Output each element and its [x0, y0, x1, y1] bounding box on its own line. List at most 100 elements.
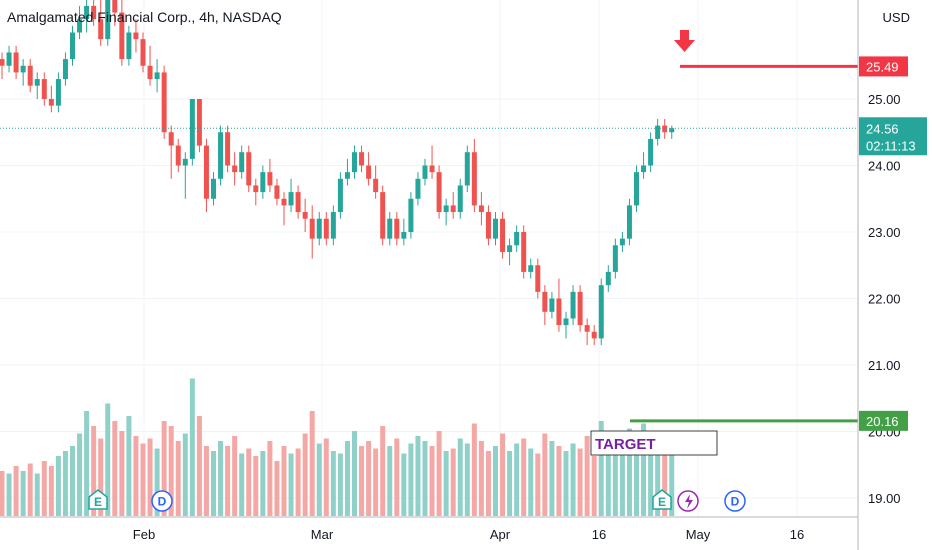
candle[interactable] — [0, 59, 5, 66]
candle[interactable] — [598, 285, 604, 339]
candle[interactable] — [218, 132, 224, 179]
candle[interactable] — [246, 152, 252, 186]
candle[interactable] — [133, 32, 139, 40]
candle[interactable] — [500, 218, 506, 252]
candle[interactable] — [443, 205, 449, 213]
candle[interactable] — [457, 185, 463, 213]
candle[interactable] — [34, 79, 40, 86]
candle[interactable] — [13, 52, 19, 73]
candle[interactable] — [48, 99, 54, 106]
dividend-icon[interactable] — [724, 490, 746, 512]
candle[interactable] — [189, 99, 195, 159]
candle[interactable] — [563, 318, 569, 326]
candle[interactable] — [337, 178, 343, 213]
candle[interactable] — [91, 5, 97, 20]
candle[interactable] — [225, 132, 231, 166]
candle[interactable] — [119, 12, 125, 60]
candle[interactable] — [196, 99, 202, 146]
candle[interactable] — [211, 178, 216, 199]
candle[interactable] — [556, 298, 562, 326]
candle[interactable] — [373, 178, 379, 193]
candle[interactable] — [154, 72, 160, 80]
candle[interactable] — [641, 165, 647, 173]
candle[interactable] — [422, 165, 428, 179]
candle[interactable] — [168, 132, 174, 146]
candle[interactable] — [55, 79, 61, 106]
candle[interactable] — [577, 291, 583, 326]
candle[interactable] — [570, 291, 576, 319]
candle[interactable] — [387, 218, 393, 239]
candle[interactable] — [239, 152, 245, 173]
candle[interactable] — [359, 152, 365, 166]
candle[interactable] — [535, 265, 541, 292]
candle[interactable] — [514, 232, 520, 246]
candle[interactable] — [161, 72, 167, 133]
candle[interactable] — [27, 65, 33, 86]
candle[interactable] — [591, 331, 597, 339]
candle[interactable] — [471, 152, 477, 206]
candle[interactable] — [77, 19, 83, 33]
candle[interactable] — [584, 325, 590, 332]
down-arrow-icon[interactable] — [674, 30, 695, 52]
candle[interactable] — [41, 79, 47, 99]
candle[interactable] — [528, 265, 534, 272]
candle[interactable] — [485, 212, 491, 239]
candle[interactable] — [70, 32, 75, 60]
candle[interactable] — [394, 218, 400, 239]
candle[interactable] — [626, 205, 632, 239]
earnings-icon[interactable] — [652, 489, 672, 510]
candle[interactable] — [62, 59, 68, 80]
candle[interactable] — [450, 205, 456, 213]
candle[interactable] — [203, 145, 209, 199]
candle[interactable] — [175, 145, 181, 166]
currency-label[interactable]: USD — [882, 10, 910, 25]
candle[interactable] — [232, 165, 238, 173]
candle[interactable] — [316, 218, 322, 239]
candle[interactable] — [549, 298, 555, 312]
candle[interactable] — [366, 165, 372, 179]
candle[interactable] — [20, 65, 26, 73]
candle[interactable] — [507, 245, 513, 252]
candle[interactable] — [147, 65, 153, 80]
candle[interactable] — [612, 245, 618, 272]
candle[interactable] — [493, 218, 498, 239]
candle[interactable] — [344, 172, 350, 179]
candle[interactable] — [521, 232, 527, 272]
candle[interactable] — [429, 165, 435, 173]
candle[interactable] — [401, 232, 407, 239]
candle[interactable] — [260, 172, 266, 193]
target-box[interactable] — [590, 430, 718, 456]
candle[interactable] — [295, 192, 301, 213]
candle[interactable] — [112, 0, 118, 13]
candle[interactable] — [605, 271, 611, 286]
candle[interactable] — [415, 178, 421, 199]
candle[interactable] — [464, 152, 470, 186]
candle[interactable] — [634, 172, 639, 206]
candle[interactable] — [436, 172, 442, 213]
candle[interactable] — [274, 185, 280, 199]
candle[interactable] — [267, 172, 273, 186]
candle[interactable] — [330, 212, 336, 239]
candle[interactable] — [408, 198, 414, 232]
candle[interactable] — [182, 158, 188, 166]
candle[interactable] — [478, 205, 484, 213]
price-axis[interactable] — [858, 0, 932, 550]
candle[interactable] — [662, 125, 668, 133]
candle[interactable] — [126, 32, 132, 60]
candle[interactable] — [352, 152, 357, 173]
dividend-icon[interactable] — [151, 490, 173, 512]
candle[interactable] — [648, 138, 654, 166]
earnings-icon[interactable] — [88, 489, 108, 510]
candle[interactable] — [669, 128, 675, 133]
candle[interactable] — [281, 198, 287, 206]
candle[interactable] — [84, 5, 90, 20]
candle[interactable] — [253, 185, 259, 193]
candle[interactable] — [6, 52, 12, 66]
candle[interactable] — [655, 125, 661, 139]
candle[interactable] — [619, 238, 625, 246]
candle[interactable] — [302, 212, 308, 219]
candle[interactable] — [380, 192, 386, 239]
candle[interactable] — [323, 218, 329, 239]
candle[interactable] — [309, 218, 315, 239]
